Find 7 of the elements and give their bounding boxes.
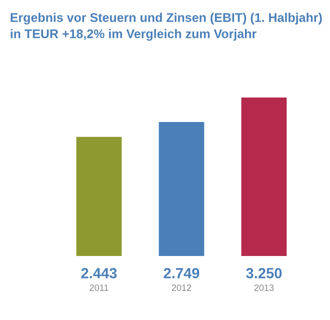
data-label: 2.749	[164, 268, 200, 278]
x-tick-label: 2011	[90, 284, 108, 291]
chart-title: Ergebnis vor Steuern und Zinsen (EBIT) (1. Halbjahr) in TEUR +18,2% im Vergleich zum Vorjahr	[10, 12, 322, 41]
data-label: 3.250	[246, 268, 282, 278]
x-tick-label: 2012	[172, 284, 192, 291]
x-tick-label: 2013	[254, 284, 274, 291]
data-label: 2.443	[81, 268, 117, 278]
